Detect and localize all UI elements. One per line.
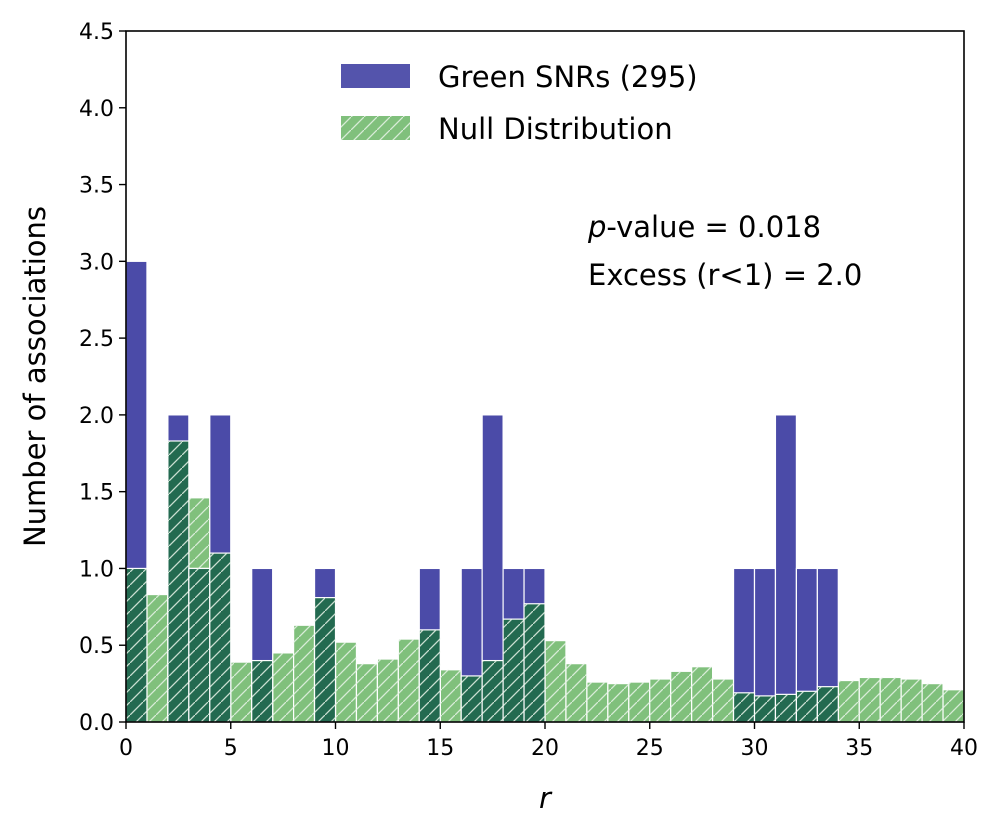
- legend-label-green-snrs: Green SNRs (295): [438, 60, 698, 94]
- null-bar-hatch: [628, 682, 650, 722]
- null-bar-hatch: [586, 682, 608, 722]
- legend-label-null-distribution: Null Distribution: [438, 112, 673, 146]
- x-tick-label: 35: [845, 736, 873, 761]
- x-tick-label: 40: [950, 736, 978, 761]
- null-bar-hatch: [922, 683, 944, 722]
- null-bar-hatch: [649, 679, 671, 722]
- x-tick-label: 5: [224, 736, 238, 761]
- null-bar-hatch: [356, 663, 378, 722]
- null-bar-hatch: [251, 660, 273, 722]
- y-tick-label: 3.5: [79, 174, 114, 199]
- y-tick-label: 0.0: [79, 711, 114, 736]
- null-bar-hatch: [817, 686, 839, 722]
- y-tick-label: 1.0: [79, 557, 114, 582]
- null-bar-hatch: [796, 691, 818, 722]
- x-tick-label: 30: [741, 736, 769, 761]
- null-bar-hatch: [901, 679, 923, 722]
- null-bar-hatch: [524, 603, 545, 722]
- null-bar-hatch: [209, 553, 231, 722]
- null-bar-hatch: [545, 640, 566, 722]
- null-bar-hatch: [272, 652, 294, 722]
- null-bar-hatch: [880, 677, 902, 722]
- null-bar-hatch: [859, 677, 881, 722]
- null-bar-hatch: [838, 680, 860, 722]
- null-bar-hatch: [943, 689, 964, 722]
- overlap-bars: [125, 440, 964, 723]
- null-bar-hatch: [335, 642, 357, 722]
- x-axis-label: r: [539, 781, 553, 815]
- y-tick-label: 1.5: [79, 481, 114, 506]
- null-bar-hatch: [398, 639, 420, 722]
- legend-swatch-null-hatch: [341, 116, 410, 140]
- y-tick-label: 4.0: [79, 97, 114, 122]
- legend: Green SNRs (295) Null Distribution: [341, 60, 698, 146]
- x-tick-label: 10: [322, 736, 350, 761]
- null-bar-hatch: [607, 683, 629, 722]
- null-bar-hatch: [314, 597, 336, 722]
- null-bar-hatch: [461, 675, 483, 722]
- x-tick-label: 20: [531, 736, 559, 761]
- y-tick-label: 4.5: [79, 20, 114, 45]
- y-tick-label: 3.0: [79, 250, 114, 275]
- null-bar-hatch: [565, 663, 587, 722]
- axis-ticks: 0 5 10 15 20 25 30 35 40 0.0 0.5 1.0 1.5 2.0 2.5 3.0 3.5…: [79, 20, 978, 761]
- null-bar-hatch: [167, 440, 189, 722]
- null-bar-hatch: [670, 671, 692, 722]
- y-tick-label: 2.0: [79, 404, 114, 429]
- y-tick-label: 2.5: [79, 327, 114, 352]
- y-axis-label: Number of associations: [18, 206, 52, 547]
- null-bar-hatch: [503, 619, 525, 722]
- null-bar-hatch: [188, 497, 210, 722]
- legend-swatch-green-snrs: [341, 64, 410, 88]
- x-tick-label: 15: [426, 736, 454, 761]
- p-value-annotation: p-value = 0.018: [587, 210, 821, 244]
- null-bar-hatch: [230, 662, 252, 722]
- null-bar-hatch: [712, 679, 734, 722]
- y-tick-label: 0.5: [79, 634, 114, 659]
- null-bar-hatch: [293, 625, 315, 722]
- null-bar-hatch: [440, 669, 462, 722]
- x-tick-label: 25: [636, 736, 664, 761]
- null-bar-hatch: [419, 629, 441, 722]
- snr-bar: [774, 414, 798, 723]
- null-bar-hatch: [146, 594, 168, 722]
- x-tick-label: 0: [119, 736, 133, 761]
- excess-annotation: Excess (r<1) = 2.0: [588, 258, 862, 292]
- null-bar-hatch: [377, 659, 399, 722]
- null-bar-hatch: [691, 666, 713, 722]
- null-bar-hatch: [482, 660, 504, 722]
- green-snr-bars: [125, 260, 839, 723]
- null-bar-hatch: [775, 694, 797, 722]
- null-bar-hatch: [733, 692, 755, 722]
- null-bar-hatch: [754, 695, 776, 722]
- null-bar-hatch: [126, 568, 147, 722]
